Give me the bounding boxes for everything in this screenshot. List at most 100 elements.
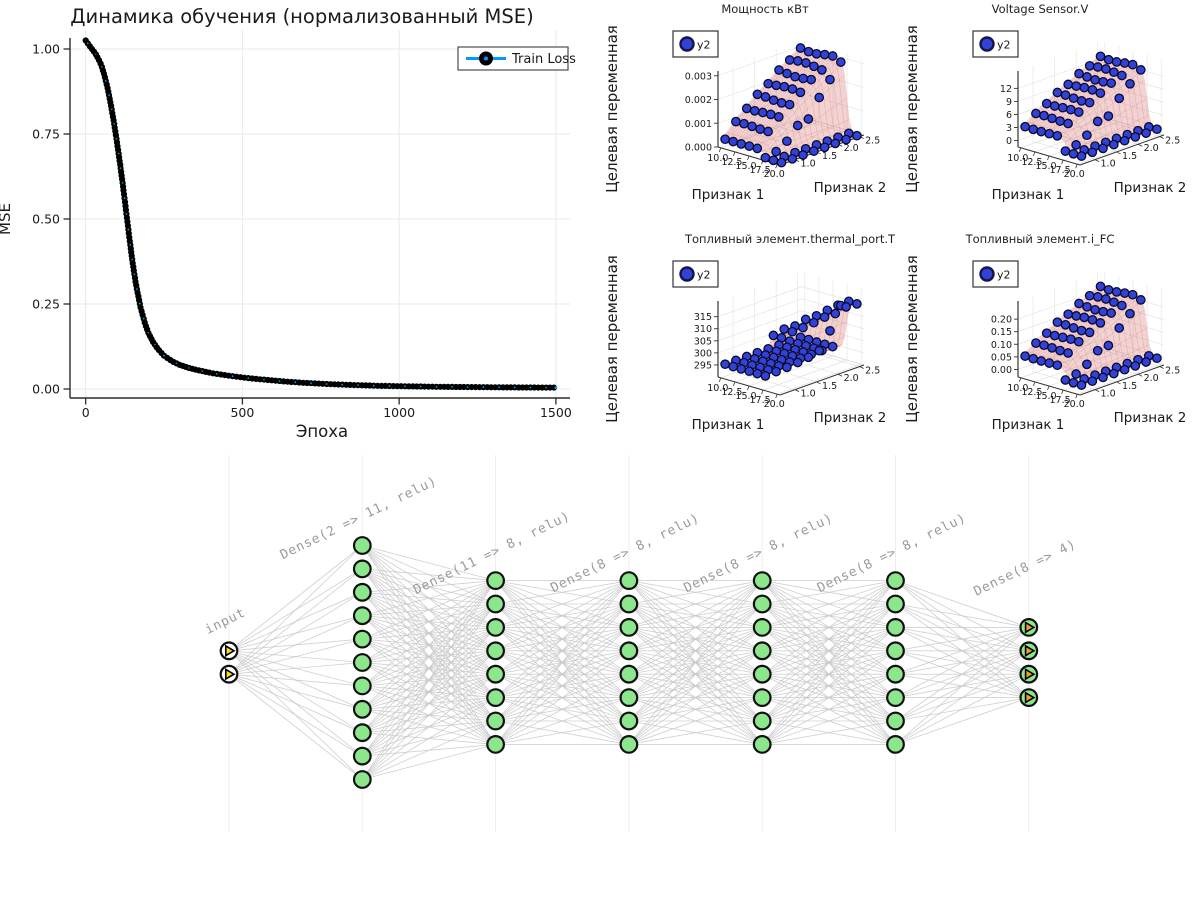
surface-patch <box>772 130 782 142</box>
train-loss-marker-center <box>121 182 124 184</box>
y-tick-label: 0.00 <box>32 382 60 397</box>
surface-patch <box>1125 336 1134 355</box>
surface-patch <box>758 100 768 109</box>
z-tick-label: 310 <box>694 324 712 335</box>
y-tick <box>1159 136 1164 139</box>
x-tick-label: 10.0 <box>1007 153 1028 164</box>
surface-patch <box>1078 118 1087 129</box>
x-tick <box>718 377 722 382</box>
surface-patch <box>781 115 790 125</box>
y-tick <box>1116 381 1121 385</box>
legend-marker-icon <box>979 36 995 52</box>
data-point <box>760 92 771 102</box>
y-tick <box>1137 143 1143 147</box>
surface-plot-voltage: 0 3 6 9 12 10.012.515.017.520.0 1.0 1.5 2.0 2.5 V… <box>903 2 1186 203</box>
surface-patch <box>843 118 852 132</box>
y-tick-label: 2.5 <box>1165 366 1180 377</box>
data-point <box>1071 311 1082 321</box>
surface-patch <box>826 61 836 70</box>
data-point <box>1095 88 1106 98</box>
network-node <box>486 571 506 591</box>
arrow-icon <box>225 644 236 657</box>
network-node <box>352 629 372 649</box>
data-point <box>825 74 835 85</box>
data-point <box>1101 64 1111 74</box>
network-edge <box>895 626 1029 675</box>
train-loss-marker-center <box>110 108 113 111</box>
data-point <box>1047 113 1057 124</box>
network-edge <box>495 580 629 605</box>
legend-marker-icon <box>679 36 695 52</box>
network-edge <box>628 627 763 745</box>
x-tick <box>775 164 778 169</box>
network-edge <box>761 580 896 675</box>
mini-zlabel: Целевая переменная <box>903 255 921 423</box>
data-point <box>1076 96 1087 106</box>
data-point <box>1071 81 1082 91</box>
surface-patch <box>802 91 811 102</box>
surface-patch <box>1104 325 1114 338</box>
y-tick-label: 0.25 <box>32 297 60 312</box>
data-point <box>776 157 787 168</box>
network-edge <box>762 580 896 605</box>
data-point <box>830 308 841 319</box>
data-point <box>1052 360 1063 371</box>
x-tick-label: 10.0 <box>1007 383 1028 394</box>
x-tick-label: 17.5 <box>1050 395 1071 406</box>
train-loss-marker-center <box>341 383 344 386</box>
network-node <box>619 617 639 637</box>
network-edge <box>495 580 630 675</box>
mini-ylabel: Признак 2 <box>814 410 887 426</box>
train-loss-marker-center <box>129 244 132 246</box>
y-tick <box>816 381 821 385</box>
network-edge <box>362 580 496 617</box>
data-point <box>1047 342 1057 353</box>
data-point <box>1095 281 1106 292</box>
surface-plot-power: 0.000 0.001 0.002 0.003 10.012.515.017.520.0… <box>603 2 886 203</box>
data-point <box>1108 139 1119 150</box>
surface-patch <box>836 336 845 347</box>
mini-title: Топливный элемент.thermal_port.T <box>684 232 896 246</box>
surface-patch <box>816 72 825 81</box>
data-point <box>1071 369 1081 379</box>
x-tick-label: 20.0 <box>764 169 785 180</box>
loss-xlabel: Эпоха <box>296 422 348 441</box>
data-point <box>1117 70 1127 81</box>
data-point <box>1036 356 1047 366</box>
data-point <box>765 109 776 120</box>
data-point <box>1020 351 1030 361</box>
data-point <box>752 89 763 100</box>
surface-patch <box>1107 318 1117 327</box>
grid-line <box>801 298 865 318</box>
network-edge <box>362 580 496 687</box>
surface-patch <box>1126 69 1136 76</box>
network-edge <box>628 580 763 605</box>
mini-zlabel: Целевая переменная <box>603 25 621 193</box>
surface-patch <box>784 108 793 117</box>
surface-patch <box>1088 338 1098 350</box>
surface-patch <box>804 94 814 110</box>
x-tick-label: 0 <box>82 405 90 420</box>
surface-patch <box>1046 350 1056 359</box>
y-tick <box>1116 151 1121 155</box>
surface-patch <box>1105 316 1114 324</box>
surface-patch <box>1067 128 1076 139</box>
data-point <box>1114 93 1125 104</box>
surface-patch <box>1070 351 1079 360</box>
grid-line <box>801 92 865 112</box>
network-edge <box>228 673 363 687</box>
grid-line <box>1020 117 1105 149</box>
y-tick <box>837 373 843 377</box>
data-point <box>835 57 846 67</box>
network-edge <box>228 545 363 675</box>
data-point <box>819 312 830 322</box>
data-point <box>744 141 755 151</box>
data-point <box>1057 332 1068 343</box>
grid-line <box>732 371 796 390</box>
network-edge <box>628 650 763 745</box>
data-point <box>1103 340 1114 351</box>
y-tick <box>1094 159 1100 162</box>
z-tick-label: 0 <box>1006 136 1012 147</box>
